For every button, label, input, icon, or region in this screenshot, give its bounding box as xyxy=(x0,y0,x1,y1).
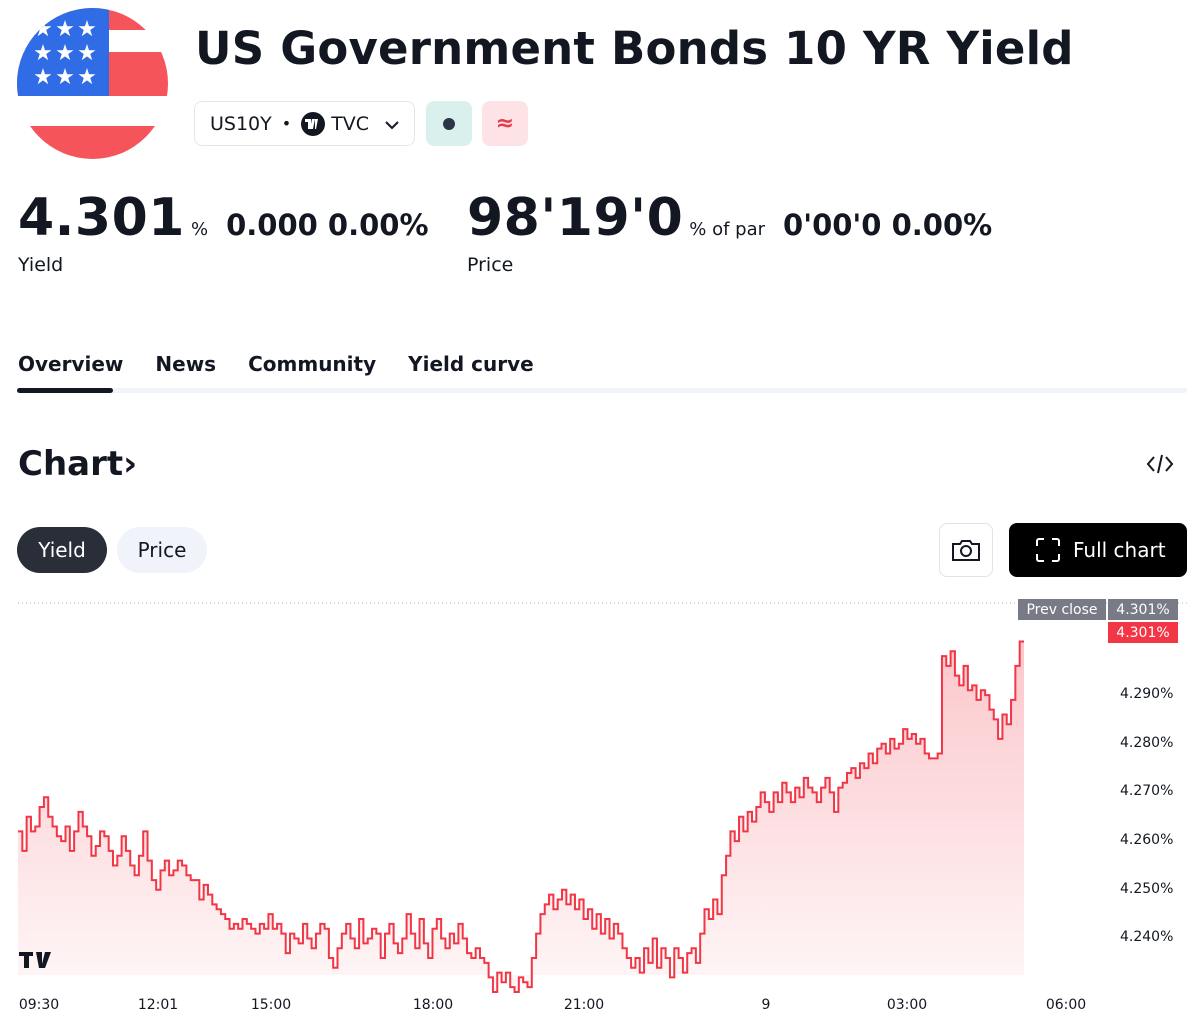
svg-text:★: ★ xyxy=(33,41,53,66)
chart-heading-link[interactable]: Chart› xyxy=(18,444,137,484)
price-unit: % of par xyxy=(689,219,766,240)
tab-divider xyxy=(17,388,1187,393)
svg-text:★: ★ xyxy=(55,17,75,42)
camera-icon xyxy=(952,540,980,561)
y-tick-label: 4.240% xyxy=(1120,929,1174,946)
market-status-button[interactable] xyxy=(426,101,472,146)
svg-text:★: ★ xyxy=(55,65,75,90)
yield-value: 4.301 xyxy=(18,188,185,248)
symbol-label: US10Y xyxy=(210,112,272,135)
yield-chart[interactable]: Prev close 4.301% 4.301% 4.290% 4.280% 4.2… xyxy=(0,595,1200,1031)
x-tick-label: 9 xyxy=(761,997,771,1013)
page-title: US Government Bonds 10 YR Yield xyxy=(195,22,1074,75)
full-chart-label: Full chart xyxy=(1073,538,1166,562)
y-tick-label: 4.280% xyxy=(1120,734,1174,751)
svg-text:★: ★ xyxy=(77,41,97,66)
tab-community[interactable]: Community xyxy=(248,352,377,376)
status-dot-icon xyxy=(443,117,455,130)
snapshot-button[interactable] xyxy=(939,523,993,577)
last-value-tag: 4.301% xyxy=(1108,622,1178,643)
approx-icon: ≈ xyxy=(495,111,515,136)
price-value: 98'19'0 xyxy=(467,188,684,248)
delayed-data-button[interactable]: ≈ xyxy=(482,101,528,146)
us-flag-logo: ★ ★ ★ ★ ★ ★ ★ ★ ★ xyxy=(17,8,168,159)
prev-close-label: Prev close xyxy=(1018,599,1106,620)
chart-canvas[interactable] xyxy=(0,595,1200,1031)
tab-overview[interactable]: Overview xyxy=(18,352,124,376)
x-tick-label: 03:00 xyxy=(886,997,928,1013)
tab-yield-curve[interactable]: Yield curve xyxy=(408,352,534,376)
yield-toggle-button[interactable]: Yield xyxy=(17,527,107,573)
price-quote: 98'19'0 % of par 0'00'0 0.00% xyxy=(467,188,992,248)
yield-area-fill xyxy=(18,641,1024,993)
svg-text:★: ★ xyxy=(33,17,53,42)
y-tick-label: 4.250% xyxy=(1120,880,1174,897)
x-tick-label: 12:01 xyxy=(137,997,179,1013)
x-tick-label: 21:00 xyxy=(563,997,605,1013)
svg-text:★: ★ xyxy=(77,17,97,42)
tradingview-badge-icon xyxy=(301,111,326,136)
separator-dot: • xyxy=(281,114,292,133)
code-embed-icon[interactable] xyxy=(1146,453,1174,479)
svg-text:★: ★ xyxy=(77,65,97,90)
tradingview-logo-icon xyxy=(19,950,59,974)
full-chart-button[interactable]: Full chart xyxy=(1009,523,1187,577)
price-label: Price xyxy=(467,254,514,276)
yield-label: Yield xyxy=(18,254,64,276)
chevron-down-icon xyxy=(385,113,399,135)
x-tick-label: 15:00 xyxy=(250,997,292,1013)
tab-bar: Overview News Community Yield curve xyxy=(18,352,566,382)
x-tick-label: 06:00 xyxy=(1045,997,1087,1013)
prev-close-value: 4.301% xyxy=(1108,599,1178,620)
yield-change: 0.000 0.00% xyxy=(226,208,429,242)
price-toggle-button[interactable]: Price xyxy=(117,527,207,573)
y-tick-label: 4.270% xyxy=(1120,783,1174,800)
yield-unit: % xyxy=(190,219,209,240)
y-tick-label: 4.290% xyxy=(1120,686,1174,703)
svg-text:★: ★ xyxy=(55,41,75,66)
price-change: 0'00'0 0.00% xyxy=(783,208,993,242)
chevron-right-icon: › xyxy=(123,444,138,484)
symbol-selector[interactable]: US10Y • TVC xyxy=(194,101,415,146)
exchange-label: TVC xyxy=(331,112,370,135)
chart-heading: Chart xyxy=(18,444,124,484)
tab-active-indicator xyxy=(17,388,113,393)
y-tick-label: 4.260% xyxy=(1120,832,1174,849)
svg-text:★: ★ xyxy=(33,65,53,90)
yield-series-line xyxy=(18,640,1024,994)
fullscreen-icon xyxy=(1036,538,1060,562)
x-tick-label: 09:30 xyxy=(18,997,60,1013)
yield-quote: 4.301 % 0.000 0.00% xyxy=(18,188,429,248)
x-tick-label: 18:00 xyxy=(412,997,454,1013)
tab-news[interactable]: News xyxy=(155,352,217,376)
